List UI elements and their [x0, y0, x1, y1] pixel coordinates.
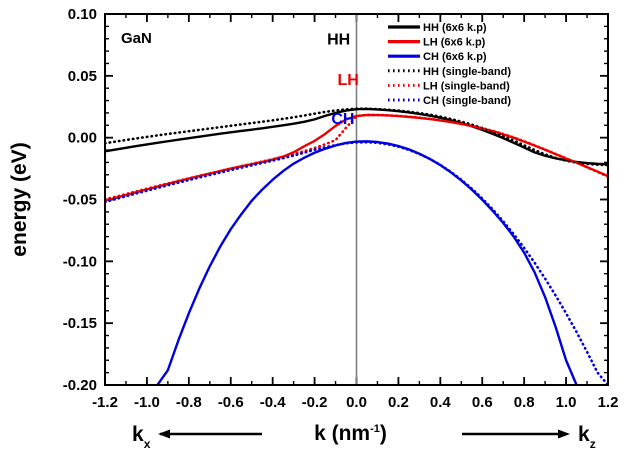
y-tick-label: -0.05 [63, 192, 97, 209]
x-tick-label: -1.2 [92, 394, 118, 411]
x-axis-title: k (nm-1) [314, 422, 387, 445]
x-tick-label: -0.2 [302, 394, 328, 411]
x-tick-label: -0.6 [218, 394, 244, 411]
series-path [105, 140, 608, 385]
y-tick-label: 0.05 [68, 68, 97, 85]
x-tick-label: 0.0 [346, 394, 367, 411]
legend-label: CH (single-band) [423, 95, 511, 107]
y-tick-label: -0.15 [63, 315, 97, 332]
kx-direction-label: kx [132, 423, 151, 451]
series-path [105, 113, 608, 201]
legend: HH (6x6 k.p) LH (6x6 k.p) CH (6x6 k.p) HH (… [388, 22, 511, 107]
y-axis-title: energy (eV) [8, 142, 31, 256]
band-label-lh: LH [337, 72, 358, 89]
curves-group [105, 107, 608, 385]
legend-label: CH (6x6 k.p) [423, 51, 487, 63]
kz-direction-label: kz [578, 423, 596, 451]
material-annotation: GaN [121, 30, 152, 47]
series-path [105, 107, 608, 167]
legend-label: HH (6x6 k.p) [423, 22, 487, 34]
x-tick-label: 0.2 [388, 394, 409, 411]
legend-label: LH (single-band) [423, 80, 510, 92]
legend-label: HH (single-band) [423, 66, 511, 78]
x-tick-label: 0.4 [430, 394, 452, 411]
y-tick-label: 0.00 [68, 130, 97, 147]
x-tick-label: -1.0 [134, 394, 160, 411]
band-label-hh: HH [327, 31, 350, 48]
direction-arrows: kx kz [132, 423, 596, 451]
x-tick-label: 0.6 [472, 394, 493, 411]
right-arrowhead [558, 429, 570, 439]
plot-frame [104, 13, 609, 386]
x-tick-label: 1.2 [598, 394, 619, 411]
x-tick-label: -0.8 [176, 394, 202, 411]
left-arrowhead [158, 429, 170, 439]
y-tick-label: -0.20 [63, 377, 97, 394]
legend-label: LH (6x6 k.p) [423, 37, 486, 49]
x-tick-label: 0.8 [514, 394, 535, 411]
band-label-ch: CH [331, 111, 354, 128]
x-tick-label: -0.4 [260, 394, 287, 411]
y-tick-label: 0.10 [68, 6, 97, 23]
x-tick-label: 1.0 [556, 394, 577, 411]
y-tick-label: -0.10 [63, 253, 97, 270]
